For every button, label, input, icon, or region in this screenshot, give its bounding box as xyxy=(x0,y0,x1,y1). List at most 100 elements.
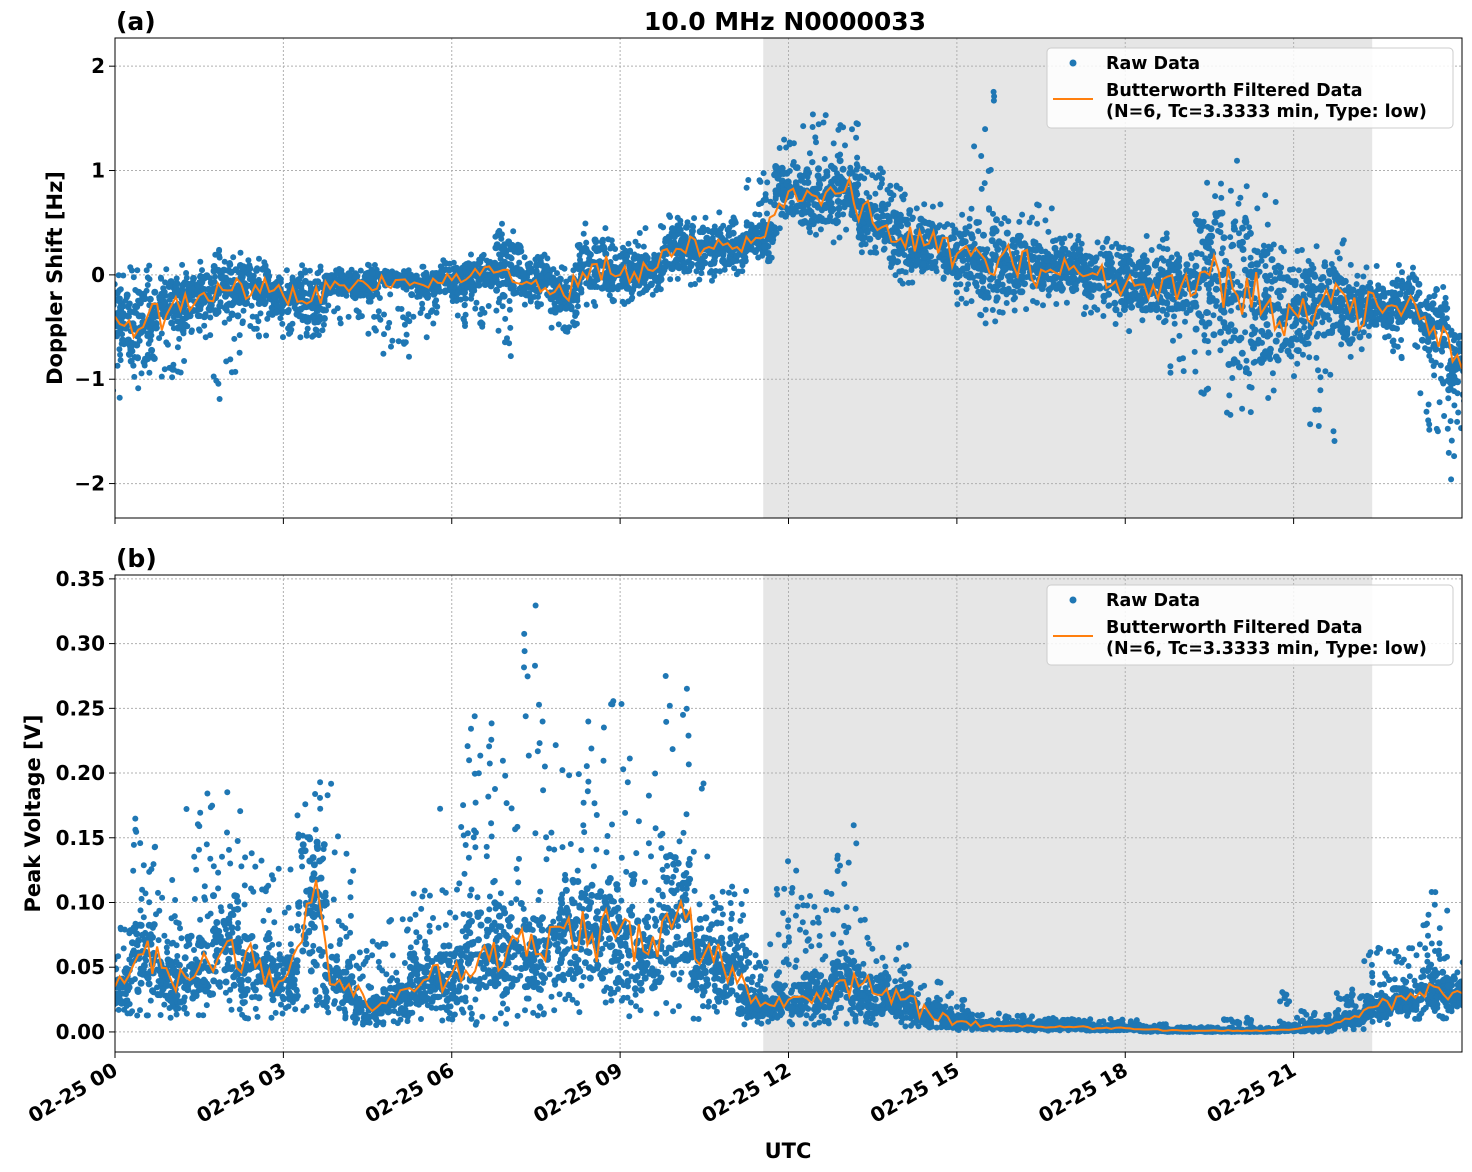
raw-data-point xyxy=(161,366,168,373)
raw-data-point xyxy=(98,319,104,325)
raw-data-point xyxy=(876,173,883,180)
raw-data-point xyxy=(119,336,127,344)
raw-data-point xyxy=(311,312,319,320)
raw-data-point xyxy=(177,322,185,329)
raw-data-point xyxy=(207,314,214,321)
raw-data-point xyxy=(272,308,280,316)
raw-data-point xyxy=(277,315,284,322)
raw-data-point xyxy=(1275,287,1283,295)
raw-data-point xyxy=(768,254,775,261)
raw-data-point xyxy=(683,223,690,231)
raw-data-point xyxy=(1187,252,1194,259)
raw-data-point xyxy=(790,159,797,165)
raw-data-point xyxy=(531,293,538,300)
raw-data-point xyxy=(433,297,440,304)
raw-data-point xyxy=(1193,249,1201,257)
raw-data-point xyxy=(115,333,120,340)
raw-data-point xyxy=(1138,299,1146,307)
raw-data-point xyxy=(994,278,1002,286)
raw-data-point xyxy=(1300,318,1308,326)
raw-data-point xyxy=(1207,280,1215,287)
raw-data-point xyxy=(239,270,246,278)
raw-data-point xyxy=(380,350,387,357)
raw-data-point xyxy=(824,217,832,225)
raw-data-point xyxy=(1319,319,1326,326)
raw-data-point xyxy=(989,307,996,313)
raw-data-point xyxy=(1192,210,1199,218)
raw-data-point xyxy=(1088,309,1094,316)
raw-data-point xyxy=(1263,332,1271,340)
raw-data-point xyxy=(1087,293,1095,301)
raw-data-point xyxy=(991,252,999,260)
raw-data-point xyxy=(1030,240,1037,247)
raw-data-point xyxy=(1187,268,1195,276)
raw-data-point xyxy=(181,358,188,364)
raw-data-point xyxy=(375,308,382,315)
raw-data-point xyxy=(802,218,808,224)
raw-data-point xyxy=(1360,329,1367,336)
raw-data-point xyxy=(756,222,764,230)
raw-data-point xyxy=(642,225,649,232)
raw-data-point xyxy=(1243,357,1250,364)
raw-data-point xyxy=(1330,428,1337,435)
raw-data-point xyxy=(289,320,296,327)
raw-data-point xyxy=(371,262,378,268)
raw-data-point xyxy=(106,316,112,322)
raw-data-point xyxy=(711,273,718,279)
raw-data-point xyxy=(1100,313,1107,319)
raw-data-point xyxy=(1253,260,1261,268)
raw-data-point xyxy=(388,343,394,350)
raw-data-point xyxy=(284,308,292,316)
raw-data-point xyxy=(584,279,592,287)
raw-data-point xyxy=(472,305,479,312)
raw-data-point xyxy=(548,324,555,331)
raw-data-point xyxy=(885,201,892,208)
raw-data-point xyxy=(1001,265,1008,273)
raw-data-point xyxy=(509,282,517,290)
raw-data-point xyxy=(860,165,867,172)
raw-data-point xyxy=(1265,243,1272,250)
raw-data-point xyxy=(507,261,515,269)
raw-data-point xyxy=(385,272,393,280)
raw-data-point xyxy=(1144,264,1152,272)
raw-data-point xyxy=(993,216,1000,224)
raw-data-point xyxy=(289,274,296,281)
raw-data-point xyxy=(542,263,550,270)
raw-data-point xyxy=(786,183,793,191)
raw-data-point xyxy=(668,265,676,273)
raw-data-point xyxy=(473,299,480,306)
raw-data-point xyxy=(236,349,243,356)
raw-data-point xyxy=(830,140,837,147)
raw-data-point xyxy=(130,274,137,281)
raw-data-point xyxy=(674,275,681,282)
raw-data-point xyxy=(258,297,266,305)
raw-data-point xyxy=(200,313,208,321)
raw-data-point xyxy=(827,191,835,199)
raw-data-point xyxy=(980,231,987,239)
raw-data-point xyxy=(461,302,468,309)
raw-data-point xyxy=(1325,278,1333,286)
raw-data-point xyxy=(986,206,993,213)
raw-data-point xyxy=(116,394,123,401)
raw-data-point xyxy=(743,230,751,238)
raw-data-point xyxy=(609,263,617,271)
raw-data-point xyxy=(436,287,444,295)
raw-data-point xyxy=(1263,249,1271,257)
raw-data-point xyxy=(1334,249,1341,256)
raw-data-point xyxy=(1120,257,1128,265)
raw-data-point xyxy=(1298,336,1306,344)
raw-data-point xyxy=(104,314,110,320)
raw-data-point xyxy=(105,351,111,357)
raw-data-point xyxy=(562,328,569,335)
raw-data-point xyxy=(1306,307,1314,314)
raw-data-point xyxy=(357,267,364,274)
raw-data-point xyxy=(580,230,587,237)
raw-data-point xyxy=(430,290,438,298)
raw-data-point xyxy=(352,289,360,297)
raw-data-point xyxy=(1104,235,1111,242)
raw-data-point xyxy=(1307,421,1314,428)
raw-data-point xyxy=(297,270,304,277)
raw-data-point xyxy=(403,331,410,338)
raw-data-point xyxy=(1272,337,1280,345)
raw-data-point xyxy=(866,194,873,201)
